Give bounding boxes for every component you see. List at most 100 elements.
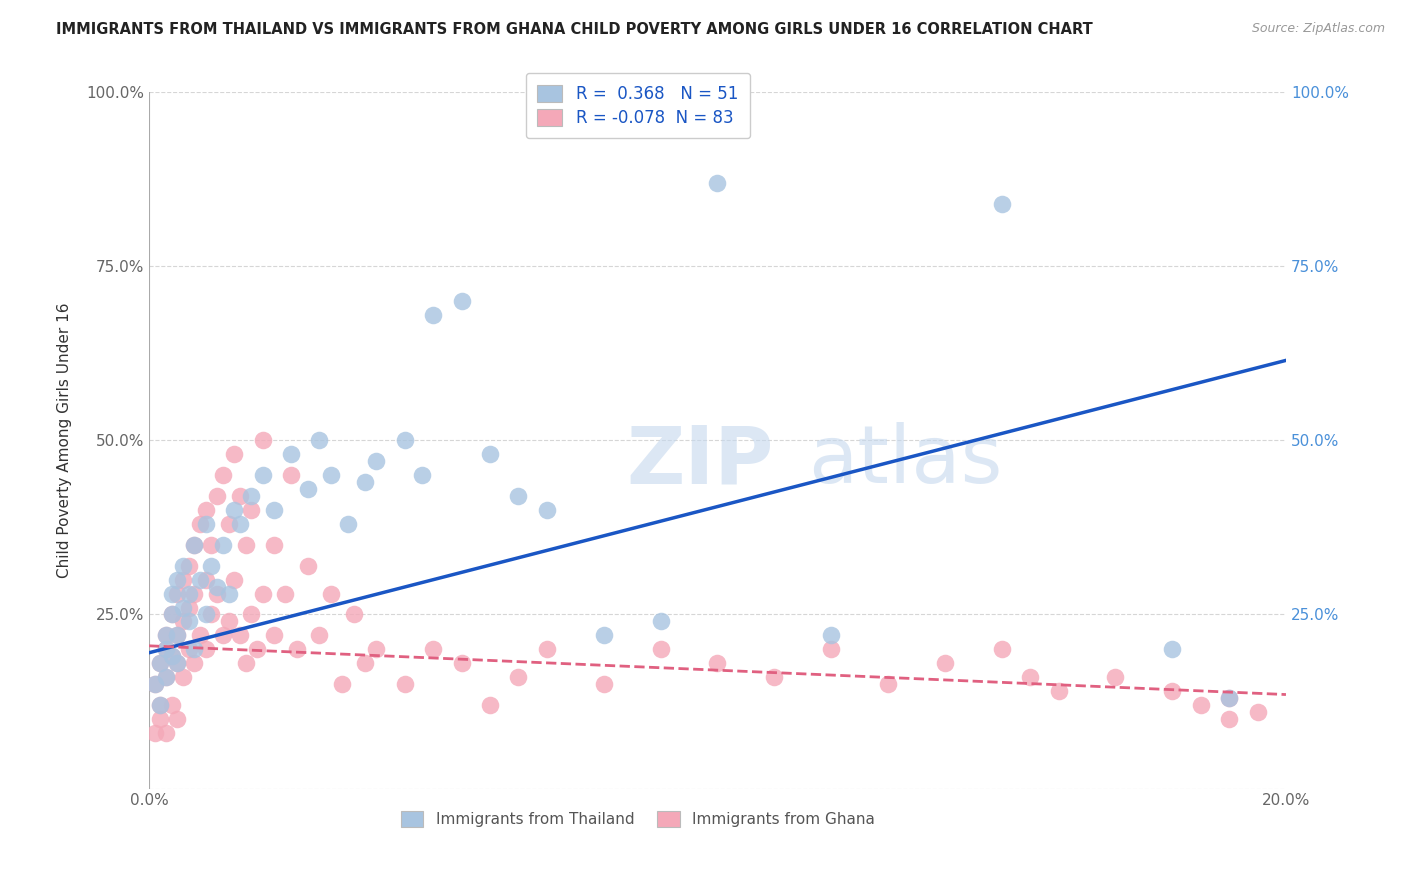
- Point: [308, 628, 330, 642]
- Point: [240, 489, 263, 503]
- Point: [650, 642, 672, 657]
- Point: [194, 503, 217, 517]
- Point: [336, 516, 359, 531]
- Point: [160, 649, 183, 664]
- Point: [1246, 705, 1268, 719]
- Point: [155, 670, 177, 684]
- Point: [205, 580, 228, 594]
- Point: [820, 628, 842, 642]
- Legend: Immigrants from Thailand, Immigrants from Ghana: Immigrants from Thailand, Immigrants fro…: [395, 805, 882, 833]
- Point: [149, 698, 172, 712]
- Text: IMMIGRANTS FROM THAILAND VS IMMIGRANTS FROM GHANA CHILD POVERTY AMONG GIRLS UNDE: IMMIGRANTS FROM THAILAND VS IMMIGRANTS F…: [56, 22, 1092, 37]
- Point: [1047, 684, 1070, 698]
- Point: [263, 628, 285, 642]
- Point: [592, 628, 614, 642]
- Point: [297, 482, 319, 496]
- Point: [479, 698, 502, 712]
- Point: [172, 558, 194, 573]
- Point: [166, 573, 188, 587]
- Point: [183, 657, 205, 671]
- Point: [354, 657, 377, 671]
- Point: [877, 677, 900, 691]
- Point: [183, 538, 205, 552]
- Point: [235, 657, 257, 671]
- Point: [263, 503, 285, 517]
- Point: [330, 677, 353, 691]
- Point: [177, 558, 200, 573]
- Point: [308, 434, 330, 448]
- Point: [160, 649, 183, 664]
- Point: [1019, 670, 1042, 684]
- Point: [450, 294, 472, 309]
- Text: Source: ZipAtlas.com: Source: ZipAtlas.com: [1251, 22, 1385, 36]
- Point: [194, 516, 217, 531]
- Point: [536, 642, 558, 657]
- Point: [194, 642, 217, 657]
- Point: [200, 558, 222, 573]
- Point: [354, 475, 377, 490]
- Point: [366, 642, 388, 657]
- Point: [211, 468, 233, 483]
- Point: [166, 628, 188, 642]
- Point: [246, 642, 269, 657]
- Point: [188, 628, 211, 642]
- Point: [319, 468, 342, 483]
- Point: [200, 538, 222, 552]
- Point: [166, 628, 188, 642]
- Point: [263, 538, 285, 552]
- Text: atlas: atlas: [808, 422, 1002, 500]
- Point: [235, 538, 257, 552]
- Point: [285, 642, 308, 657]
- Point: [422, 308, 444, 322]
- Point: [1189, 698, 1212, 712]
- Point: [763, 670, 786, 684]
- Point: [200, 607, 222, 622]
- Point: [394, 677, 416, 691]
- Point: [177, 600, 200, 615]
- Point: [205, 489, 228, 503]
- Point: [218, 516, 240, 531]
- Point: [706, 657, 728, 671]
- Point: [1161, 684, 1184, 698]
- Point: [508, 670, 530, 684]
- Point: [820, 642, 842, 657]
- Point: [183, 538, 205, 552]
- Point: [177, 615, 200, 629]
- Point: [172, 600, 194, 615]
- Point: [155, 642, 177, 657]
- Point: [188, 516, 211, 531]
- Point: [172, 615, 194, 629]
- Point: [177, 642, 200, 657]
- Point: [211, 538, 233, 552]
- Point: [297, 558, 319, 573]
- Point: [224, 573, 246, 587]
- Point: [990, 196, 1012, 211]
- Point: [1218, 691, 1240, 706]
- Point: [394, 434, 416, 448]
- Point: [280, 447, 302, 461]
- Point: [411, 468, 433, 483]
- Point: [218, 615, 240, 629]
- Point: [592, 677, 614, 691]
- Point: [218, 586, 240, 600]
- Point: [149, 712, 172, 726]
- Point: [166, 586, 188, 600]
- Point: [1218, 712, 1240, 726]
- Point: [155, 628, 177, 642]
- Point: [160, 698, 183, 712]
- Point: [1104, 670, 1126, 684]
- Point: [205, 586, 228, 600]
- Point: [183, 586, 205, 600]
- Point: [280, 468, 302, 483]
- Point: [155, 726, 177, 740]
- Point: [450, 657, 472, 671]
- Point: [319, 586, 342, 600]
- Point: [1161, 642, 1184, 657]
- Point: [211, 628, 233, 642]
- Point: [172, 573, 194, 587]
- Point: [160, 607, 183, 622]
- Point: [252, 468, 274, 483]
- Text: ZIP: ZIP: [627, 422, 773, 500]
- Point: [194, 607, 217, 622]
- Point: [240, 607, 263, 622]
